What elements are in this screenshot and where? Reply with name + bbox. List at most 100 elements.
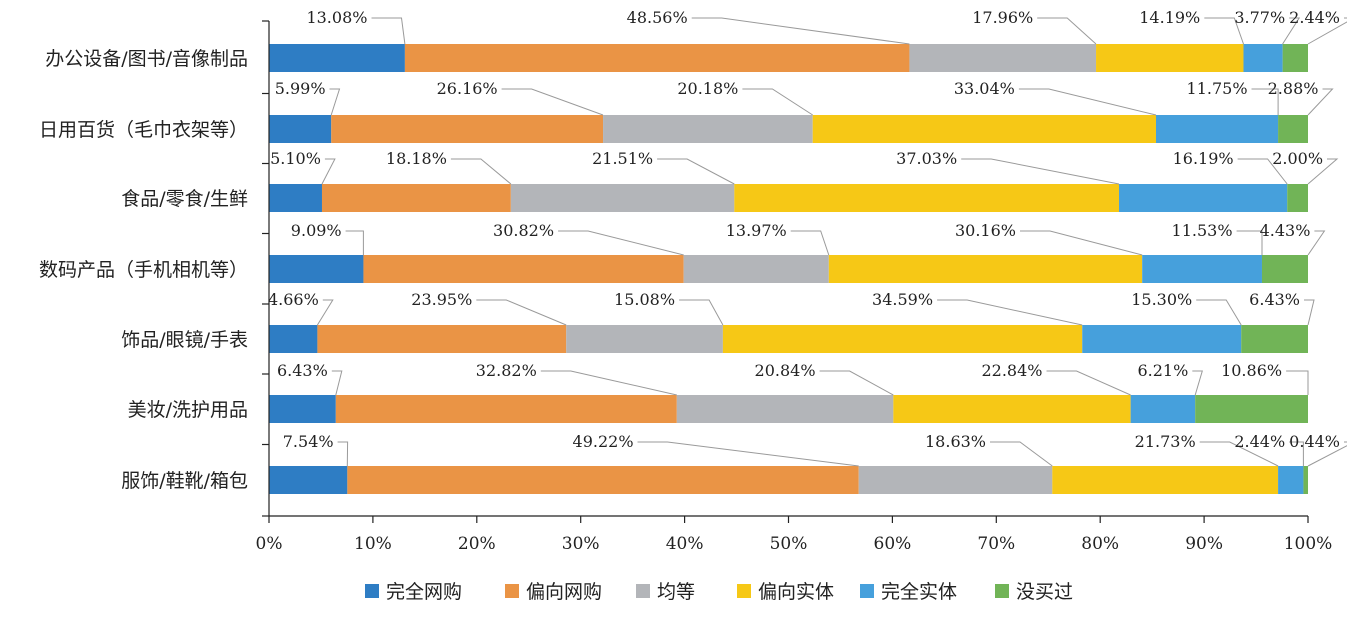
data-label: 23.95%	[411, 290, 472, 309]
leader-line	[1307, 158, 1339, 185]
data-label: 11.75%	[1187, 79, 1248, 98]
leader-line	[691, 17, 910, 45]
bar-segment	[909, 44, 1097, 72]
leader-line	[1307, 230, 1326, 256]
data-label: 17.96%	[972, 8, 1033, 27]
x-tick-label: 30%	[562, 534, 600, 554]
x-tick-label: 90%	[1185, 534, 1223, 554]
bar-segment	[269, 255, 364, 283]
leader-line	[1307, 441, 1347, 467]
leader-line	[1304, 299, 1315, 326]
data-label: 21.51%	[592, 149, 653, 168]
data-label: 13.97%	[726, 221, 787, 240]
data-label: 48.56%	[627, 8, 688, 27]
bar-segment	[269, 44, 405, 72]
leader-line	[1199, 441, 1279, 467]
leader-line	[540, 370, 677, 396]
category-label: 饰品/眼镜/手表	[121, 329, 248, 351]
data-label: 2.00%	[1272, 149, 1323, 168]
legend-label: 完全实体	[881, 581, 957, 603]
bar-segment	[510, 184, 735, 212]
bar-segment	[683, 255, 829, 283]
leader-line	[1046, 370, 1131, 396]
data-label: 18.18%	[386, 149, 447, 168]
data-label: 37.03%	[896, 149, 957, 168]
category-label: 食品/零食/生鲜	[121, 188, 248, 210]
data-label: 30.82%	[493, 221, 554, 240]
category-label: 办公设备/图书/音像制品	[45, 48, 248, 70]
leader-line	[337, 441, 349, 467]
bar-segment	[269, 184, 322, 212]
category-label: 数码产品（手机相机等）	[39, 259, 248, 281]
bar-segment	[893, 395, 1131, 423]
bar-segment	[1278, 115, 1308, 143]
leader-line	[1196, 299, 1242, 326]
bar-segment	[1287, 184, 1308, 212]
bar-segment	[722, 325, 1083, 353]
data-labels-layer: 13.08% 48.56% 17.96% 14.19% 3.77% 2.44%5.99% 2…	[268, 8, 1340, 451]
data-label: 4.43%	[1260, 221, 1311, 240]
bar-segment	[734, 184, 1120, 212]
data-label: 30.16%	[955, 221, 1016, 240]
data-label: 2.44%	[1234, 432, 1285, 451]
data-label: 32.82%	[476, 361, 537, 380]
data-label: 14.19%	[1139, 8, 1200, 27]
bar-segment	[1052, 466, 1279, 494]
leader-line	[501, 88, 604, 116]
leader-line	[329, 88, 341, 116]
leader-lines-layer	[316, 17, 1347, 467]
bar-segment	[321, 184, 511, 212]
leader-line	[742, 88, 813, 116]
legend-label: 没买过	[1016, 581, 1073, 603]
data-label: 34.59%	[872, 290, 933, 309]
bar-segment	[269, 466, 348, 494]
x-tick-label: 20%	[458, 534, 496, 554]
leader-line	[331, 370, 343, 396]
data-label: 5.99%	[275, 79, 326, 98]
bar-segment	[603, 115, 813, 143]
bar-segment	[1082, 325, 1242, 353]
legend: 完全网购 偏向网购 均等 偏向实体 完全实体 没买过	[365, 581, 1073, 603]
data-label: 9.09%	[291, 221, 342, 240]
data-label: 33.04%	[954, 79, 1015, 98]
bar-segment	[347, 466, 859, 494]
bar-segment	[269, 115, 332, 143]
category-label: 日用百货（毛巾衣架等）	[39, 119, 248, 141]
data-label: 6.21%	[1137, 361, 1188, 380]
legend-swatch	[737, 584, 751, 598]
x-tick-label: 100%	[1284, 534, 1333, 554]
legend-swatch	[365, 584, 379, 598]
data-label: 26.16%	[437, 79, 498, 98]
bar-segment	[1241, 325, 1308, 353]
bar-segment	[1119, 184, 1288, 212]
leader-line	[1251, 88, 1279, 115]
data-label: 6.43%	[277, 361, 328, 380]
data-label: 20.18%	[677, 79, 738, 98]
data-label: 3.77%	[1234, 8, 1285, 27]
leader-line	[1192, 370, 1203, 396]
bar-segment	[1130, 395, 1196, 423]
legend-label: 均等	[657, 581, 695, 603]
legend-swatch	[995, 584, 1009, 598]
data-label: 4.66%	[268, 290, 319, 309]
leader-line	[1037, 17, 1097, 45]
bar-segment	[1096, 44, 1244, 72]
data-label: 2.44%	[1289, 8, 1340, 27]
data-label: 18.63%	[925, 432, 986, 451]
bar-segment	[1195, 395, 1308, 423]
data-label: 13.08%	[306, 8, 367, 27]
legend-swatch	[860, 584, 874, 598]
leader-line	[990, 441, 1053, 467]
leader-line	[637, 441, 859, 467]
legend-label: 偏向实体	[758, 581, 834, 603]
data-label: 5.10%	[270, 149, 321, 168]
bar-segment	[1261, 255, 1308, 283]
data-label: 7.54%	[283, 432, 334, 451]
leader-line	[819, 370, 894, 396]
x-tick-label: 50%	[770, 534, 808, 554]
leader-line	[316, 299, 334, 326]
legend-swatch	[636, 584, 650, 598]
leader-line	[961, 158, 1120, 185]
